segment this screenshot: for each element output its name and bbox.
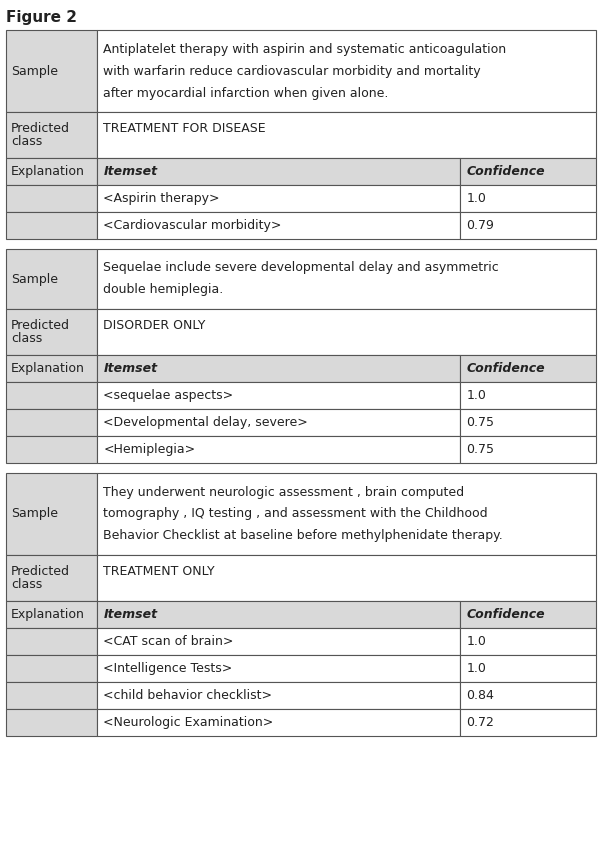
Text: <sequelae aspects>: <sequelae aspects> <box>104 389 234 402</box>
Bar <box>6 601 98 628</box>
Text: Confidence: Confidence <box>467 165 545 178</box>
Text: Confidence: Confidence <box>467 608 545 621</box>
Bar <box>6 709 98 736</box>
Text: TREATMENT ONLY: TREATMENT ONLY <box>104 565 215 578</box>
Text: <child behavior checklist>: <child behavior checklist> <box>104 689 273 702</box>
Text: 0.72: 0.72 <box>467 716 494 729</box>
Bar <box>6 112 98 158</box>
Bar <box>6 473 98 555</box>
Text: <Aspirin therapy>: <Aspirin therapy> <box>104 192 220 205</box>
Bar <box>461 436 596 463</box>
Bar <box>98 628 461 655</box>
Bar <box>98 212 461 239</box>
Text: 1.0: 1.0 <box>467 192 486 205</box>
Bar <box>461 709 596 736</box>
Bar <box>98 682 461 709</box>
Bar <box>461 158 596 185</box>
Bar <box>98 655 461 682</box>
Text: class: class <box>11 579 42 591</box>
Text: 1.0: 1.0 <box>467 389 486 402</box>
Bar <box>98 436 461 463</box>
Bar <box>6 628 98 655</box>
Text: double hemiplegia.: double hemiplegia. <box>104 283 224 296</box>
Bar <box>461 382 596 409</box>
Bar <box>98 158 461 185</box>
Bar <box>98 709 461 736</box>
Text: 0.79: 0.79 <box>467 219 494 232</box>
Bar <box>6 249 98 309</box>
Text: 0.84: 0.84 <box>467 689 494 702</box>
Text: Sample: Sample <box>11 272 58 286</box>
Text: Predicted: Predicted <box>11 318 70 331</box>
Text: Predicted: Predicted <box>11 565 70 578</box>
Bar <box>461 628 596 655</box>
Bar <box>98 382 461 409</box>
Text: Confidence: Confidence <box>467 362 545 375</box>
Bar <box>98 601 461 628</box>
Bar <box>98 355 461 382</box>
Bar <box>6 355 98 382</box>
Text: class: class <box>11 135 42 148</box>
Bar <box>98 112 596 158</box>
Bar <box>98 30 596 112</box>
Text: Behavior Checklist at baseline before methylphenidate therapy.: Behavior Checklist at baseline before me… <box>104 530 503 543</box>
Text: Explanation: Explanation <box>11 362 85 375</box>
Bar <box>98 473 596 555</box>
Text: Figure 2: Figure 2 <box>6 10 77 25</box>
Bar <box>6 409 98 436</box>
Text: Antiplatelet therapy with aspirin and systematic anticoagulation: Antiplatelet therapy with aspirin and sy… <box>104 43 506 56</box>
Bar <box>98 249 596 309</box>
Text: Itemset: Itemset <box>104 608 158 621</box>
Text: <Developmental delay, severe>: <Developmental delay, severe> <box>104 416 308 429</box>
Text: 1.0: 1.0 <box>467 662 486 675</box>
Text: <Neurologic Examination>: <Neurologic Examination> <box>104 716 274 729</box>
Bar <box>6 655 98 682</box>
Bar <box>6 682 98 709</box>
Bar <box>461 655 596 682</box>
Text: Sequelae include severe developmental delay and asymmetric: Sequelae include severe developmental de… <box>104 261 499 275</box>
Bar <box>461 185 596 212</box>
Text: <CAT scan of brain>: <CAT scan of brain> <box>104 635 234 648</box>
Text: Sample: Sample <box>11 64 58 78</box>
Text: 0.75: 0.75 <box>467 416 494 429</box>
Bar <box>6 212 98 239</box>
Bar <box>461 409 596 436</box>
Text: 1.0: 1.0 <box>467 635 486 648</box>
Bar <box>6 555 98 601</box>
Text: after myocardial infarction when given alone.: after myocardial infarction when given a… <box>104 86 389 99</box>
Text: Itemset: Itemset <box>104 165 158 178</box>
Text: They underwent neurologic assessment , brain computed: They underwent neurologic assessment , b… <box>104 485 465 498</box>
Text: class: class <box>11 332 42 346</box>
Bar <box>6 436 98 463</box>
Text: Itemset: Itemset <box>104 362 158 375</box>
Text: 0.75: 0.75 <box>467 443 494 456</box>
Text: DISORDER ONLY: DISORDER ONLY <box>104 318 206 331</box>
Text: tomography , IQ testing , and assessment with the Childhood: tomography , IQ testing , and assessment… <box>104 508 488 520</box>
Bar <box>461 601 596 628</box>
Bar <box>6 185 98 212</box>
Bar <box>6 382 98 409</box>
Text: <Hemiplegia>: <Hemiplegia> <box>104 443 196 456</box>
Bar <box>461 682 596 709</box>
Bar <box>6 309 98 355</box>
Text: Sample: Sample <box>11 508 58 520</box>
Bar <box>6 30 98 112</box>
Text: Explanation: Explanation <box>11 608 85 621</box>
Bar <box>98 409 461 436</box>
Bar <box>461 212 596 239</box>
Text: <Intelligence Tests>: <Intelligence Tests> <box>104 662 233 675</box>
Bar <box>98 309 596 355</box>
Bar <box>98 555 596 601</box>
Bar <box>6 158 98 185</box>
Bar <box>461 355 596 382</box>
Text: Explanation: Explanation <box>11 165 85 178</box>
Text: <Cardiovascular morbidity>: <Cardiovascular morbidity> <box>104 219 282 232</box>
Text: with warfarin reduce cardiovascular morbidity and mortality: with warfarin reduce cardiovascular morb… <box>104 64 481 78</box>
Bar <box>98 185 461 212</box>
Text: Predicted: Predicted <box>11 122 70 134</box>
Text: TREATMENT FOR DISEASE: TREATMENT FOR DISEASE <box>104 122 266 134</box>
